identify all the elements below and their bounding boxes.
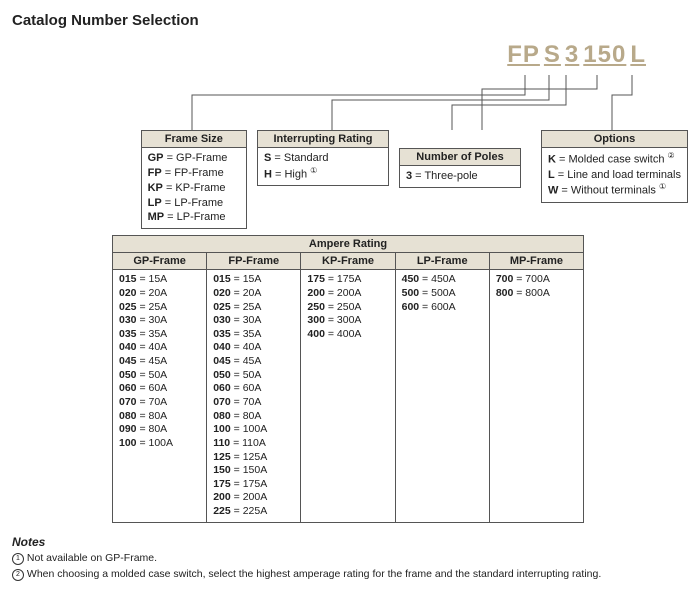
example-seg-int: S bbox=[542, 41, 563, 68]
ampere-row: 150 = 150A bbox=[213, 464, 294, 478]
ampere-row: 100 = 100A bbox=[213, 423, 294, 437]
ampere-column-title: GP-Frame bbox=[113, 253, 206, 270]
ampere-row: 200 = 200A bbox=[213, 491, 294, 505]
example-seg-amp: 150 bbox=[581, 41, 628, 68]
options-title: Options bbox=[542, 131, 687, 148]
ampere-column-title: FP-Frame bbox=[207, 253, 300, 270]
ampere-row: 025 = 25A bbox=[119, 301, 200, 315]
ampere-column: LP-Frame 450 = 450A500 = 500A600 = 600A bbox=[396, 253, 490, 522]
ampere-row: 225 = 225A bbox=[213, 505, 294, 519]
ampere-row: 030 = 30A bbox=[213, 314, 294, 328]
kv-row: FP = FP-Frame bbox=[148, 166, 240, 181]
ampere-row: 045 = 45A bbox=[119, 355, 200, 369]
ampere-row: 015 = 15A bbox=[119, 273, 200, 287]
ampere-row: 050 = 50A bbox=[213, 369, 294, 383]
ampere-row: 110 = 110A bbox=[213, 437, 294, 451]
ampere-row: 045 = 45A bbox=[213, 355, 294, 369]
ampere-row: 800 = 800A bbox=[496, 287, 577, 301]
ampere-row: 070 = 70A bbox=[213, 396, 294, 410]
ampere-row: 070 = 70A bbox=[119, 396, 200, 410]
ampere-row: 080 = 80A bbox=[213, 410, 294, 424]
ampere-title: Ampere Rating bbox=[113, 236, 583, 253]
ampere-row: 400 = 400A bbox=[307, 328, 388, 342]
kv-row: MP = LP-Frame bbox=[148, 210, 240, 225]
ampere-row: 125 = 125A bbox=[213, 451, 294, 465]
connector-lines bbox=[12, 75, 692, 130]
frame-size-title: Frame Size bbox=[142, 131, 246, 148]
ampere-column-title: MP-Frame bbox=[490, 253, 583, 270]
ampere-column: GP-Frame 015 = 15A020 = 20A025 = 25A030 =… bbox=[113, 253, 207, 522]
notes-heading: Notes bbox=[12, 535, 688, 549]
ampere-row: 035 = 35A bbox=[213, 328, 294, 342]
ampere-column-title: LP-Frame bbox=[396, 253, 489, 270]
notes-section: Notes 1 Not available on GP-Frame. 2 When… bbox=[12, 535, 688, 581]
ampere-column: FP-Frame 015 = 15A020 = 20A025 = 25A030 =… bbox=[207, 253, 301, 522]
definition-boxes-row: Frame Size GP = GP-FrameFP = FP-FrameKP … bbox=[12, 130, 688, 229]
ampere-row: 080 = 80A bbox=[119, 410, 200, 424]
ampere-row: 090 = 80A bbox=[119, 423, 200, 437]
ampere-row: 020 = 20A bbox=[119, 287, 200, 301]
ampere-column-title: KP-Frame bbox=[301, 253, 394, 270]
ampere-row: 030 = 30A bbox=[119, 314, 200, 328]
options-box: Options K = Molded case switch ②L = Line… bbox=[541, 130, 688, 203]
example-seg-poles: 3 bbox=[563, 41, 581, 68]
page-title: Catalog Number Selection bbox=[12, 12, 688, 29]
kv-row: GP = GP-Frame bbox=[148, 151, 240, 166]
ampere-row: 450 = 450A bbox=[402, 273, 483, 287]
ampere-row: 050 = 50A bbox=[119, 369, 200, 383]
ampere-column: KP-Frame 175 = 175A200 = 200A250 = 250A30… bbox=[301, 253, 395, 522]
interrupting-title: Interrupting Rating bbox=[258, 131, 388, 148]
ampere-row: 175 = 175A bbox=[307, 273, 388, 287]
kv-row: L = Line and load terminals bbox=[548, 168, 681, 183]
ampere-row: 040 = 40A bbox=[213, 341, 294, 355]
interrupting-box: Interrupting Rating S = StandardH = High… bbox=[257, 130, 389, 186]
note-line: 2 When choosing a molded case switch, se… bbox=[12, 568, 688, 581]
kv-row: KP = KP-Frame bbox=[148, 181, 240, 196]
catalog-example: FPS3150L bbox=[12, 41, 688, 69]
kv-row: LP = LP-Frame bbox=[148, 196, 240, 211]
ampere-row: 100 = 100A bbox=[119, 437, 200, 451]
poles-title: Number of Poles bbox=[400, 149, 520, 166]
ampere-row: 700 = 700A bbox=[496, 273, 577, 287]
ampere-row: 040 = 40A bbox=[119, 341, 200, 355]
ampere-rating-box: Ampere Rating GP-Frame015 = 15A020 = 20A… bbox=[112, 235, 584, 523]
poles-box: Number of Poles 3 = Three-pole bbox=[399, 148, 521, 188]
kv-row: H = High ① bbox=[264, 166, 382, 183]
ampere-row: 025 = 25A bbox=[213, 301, 294, 315]
ampere-row: 060 = 60A bbox=[213, 382, 294, 396]
ampere-column: MP-Frame 700 = 700A800 = 800A bbox=[490, 253, 583, 522]
ampere-row: 200 = 200A bbox=[307, 287, 388, 301]
ampere-row: 060 = 60A bbox=[119, 382, 200, 396]
ampere-row: 015 = 15A bbox=[213, 273, 294, 287]
ampere-row: 500 = 500A bbox=[402, 287, 483, 301]
frame-size-box: Frame Size GP = GP-FrameFP = FP-FrameKP … bbox=[141, 130, 247, 229]
example-seg-frame: FP bbox=[505, 41, 542, 68]
ampere-row: 175 = 175A bbox=[213, 478, 294, 492]
ampere-row: 020 = 20A bbox=[213, 287, 294, 301]
note-line: 1 Not available on GP-Frame. bbox=[12, 552, 688, 565]
kv-row: S = Standard bbox=[264, 151, 382, 166]
kv-row: K = Molded case switch ② bbox=[548, 151, 681, 168]
example-seg-opt: L bbox=[628, 41, 648, 68]
ampere-row: 250 = 250A bbox=[307, 301, 388, 315]
kv-row: 3 = Three-pole bbox=[406, 169, 514, 184]
kv-row: W = Without terminals ① bbox=[548, 182, 681, 199]
ampere-row: 300 = 300A bbox=[307, 314, 388, 328]
ampere-row: 035 = 35A bbox=[119, 328, 200, 342]
ampere-row: 600 = 600A bbox=[402, 301, 483, 315]
